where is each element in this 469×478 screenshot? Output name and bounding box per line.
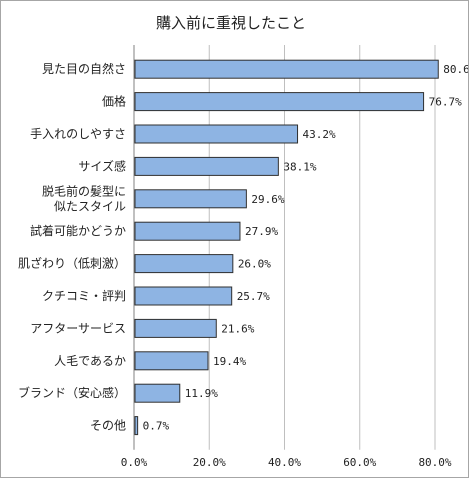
category-label: 脱毛前の髪型に似たスタイル xyxy=(42,183,126,213)
category-label: 試着可能かどうか xyxy=(30,223,126,238)
bar xyxy=(134,286,233,306)
category-label: 肌ざわり（低刺激） xyxy=(18,256,126,271)
bar xyxy=(134,383,181,403)
category-label: 見た目の自然さ xyxy=(42,61,126,76)
x-tick-labels: 0.0% 20.0% 40.0% 60.0% 80.0% xyxy=(121,456,452,469)
category-label-line: 似たスタイル xyxy=(54,199,126,213)
chart-title: 購入前に重視したこと xyxy=(156,14,306,32)
category-label: クチコミ・評判 xyxy=(42,288,126,303)
bar xyxy=(134,318,217,338)
bar xyxy=(134,156,279,176)
category-label-line: 脱毛前の髪型に xyxy=(42,183,126,198)
value-label: 76.7% xyxy=(429,96,462,109)
bar xyxy=(134,221,241,241)
value-label: 19.4% xyxy=(213,355,246,368)
value-label: 80.6% xyxy=(443,63,468,76)
x-tick-label: 40.0% xyxy=(268,456,301,469)
x-tick-label: 20.0% xyxy=(193,456,226,469)
bars xyxy=(134,59,439,436)
value-labels: 80.6% 76.7% 43.2% 38.1% 29.6% 27.9% 26.0% 25.7%… xyxy=(143,63,468,432)
value-label: 26.0% xyxy=(238,258,271,271)
category-label: 価格 xyxy=(102,94,126,109)
bar xyxy=(134,416,139,436)
category-label: 人毛であるか xyxy=(54,354,126,368)
x-tick-label: 80.0% xyxy=(418,456,451,469)
bar xyxy=(134,254,234,274)
value-label: 43.2% xyxy=(303,128,336,141)
value-label: 38.1% xyxy=(283,160,316,173)
value-label: 21.6% xyxy=(221,322,254,335)
category-label: その他 xyxy=(90,419,126,433)
value-label: 0.7% xyxy=(143,420,170,433)
category-labels: 見た目の自然さ価格手入れのしやすさサイズ感脱毛前の髪型に似たスタイル試着可能かど… xyxy=(18,61,126,432)
bar xyxy=(134,59,439,79)
value-label: 29.6% xyxy=(251,193,284,206)
bar xyxy=(134,124,299,144)
x-tick-label: 0.0% xyxy=(121,456,148,469)
value-label: 27.9% xyxy=(245,225,278,238)
value-label: 25.7% xyxy=(237,290,270,303)
bar xyxy=(134,189,247,209)
category-label: サイズ感 xyxy=(78,158,126,173)
category-label: ブランド（安心感） xyxy=(18,385,126,400)
gridlines xyxy=(133,45,436,450)
x-tick-label: 60.0% xyxy=(343,456,376,469)
category-label: アフターサービス xyxy=(30,321,126,335)
category-label: 手入れのしやすさ xyxy=(30,127,126,141)
value-label: 11.9% xyxy=(185,387,218,400)
bar xyxy=(134,92,425,112)
bar xyxy=(134,351,209,371)
